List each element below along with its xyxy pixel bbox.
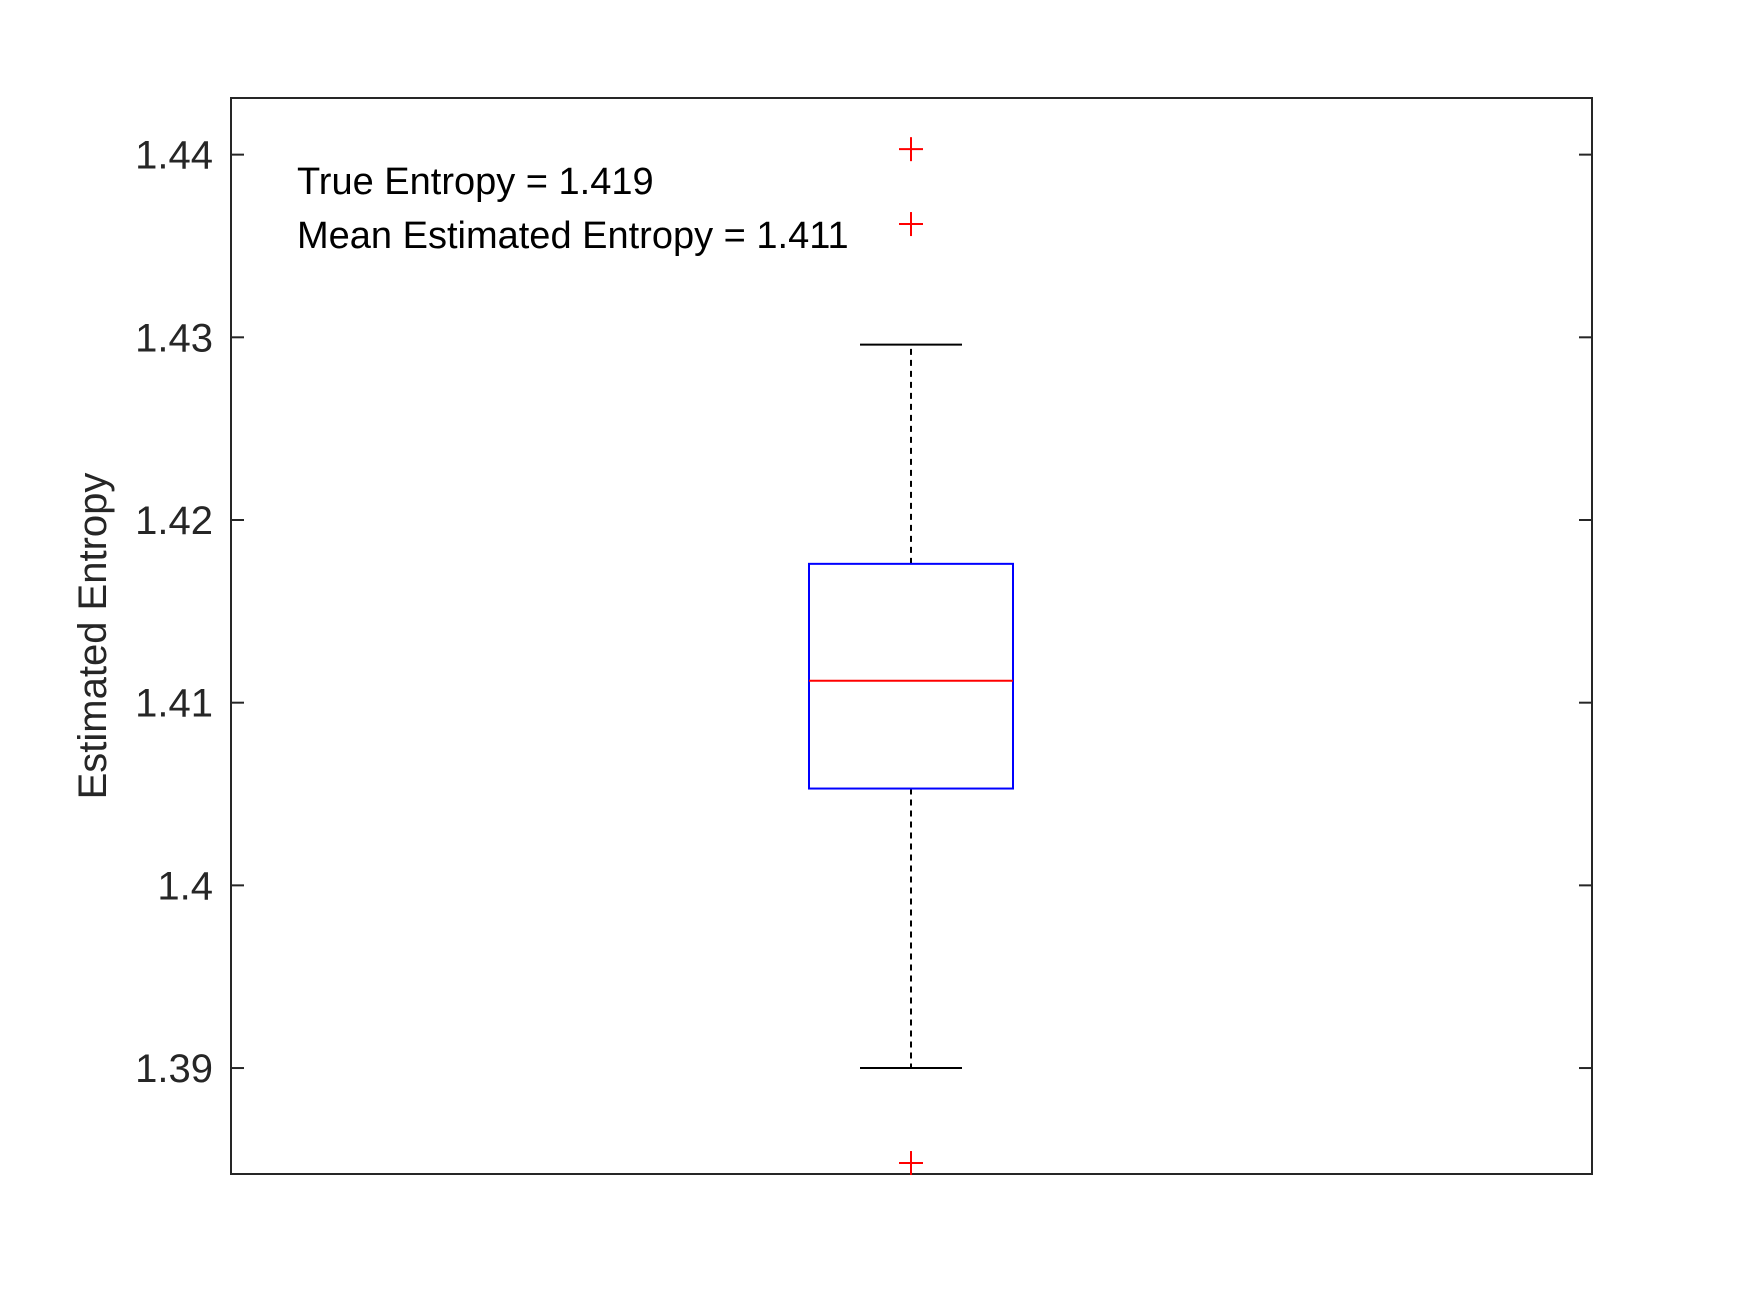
y-tick-label: 1.4: [157, 864, 213, 908]
y-tick-label: 1.39: [135, 1047, 213, 1091]
outlier-markers: [899, 137, 923, 1176]
plot-area: [230, 97, 1593, 1175]
y-axis-label: Estimated Entropy: [71, 473, 115, 800]
y-tick-label: 1.42: [135, 499, 213, 543]
y-axis-ticks: [231, 153, 1592, 1070]
y-tick-label: 1.43: [135, 316, 213, 360]
outlier-marker: [899, 212, 923, 237]
mean-estimated-entropy-annotation: Mean Estimated Entropy = 1.411: [297, 215, 849, 257]
y-axis-tick-labels: 1.39 1.4 1.41 1.42 1.43 1.44: [135, 134, 213, 1091]
outlier-marker: [899, 137, 923, 162]
y-tick-label: 1.44: [135, 134, 213, 178]
box-plot: [808, 343, 1014, 1070]
iqr-box: [808, 562, 1014, 790]
outlier-marker: [899, 1151, 923, 1176]
true-entropy-annotation: True Entropy = 1.419: [297, 161, 654, 203]
y-tick-label: 1.41: [135, 682, 213, 726]
